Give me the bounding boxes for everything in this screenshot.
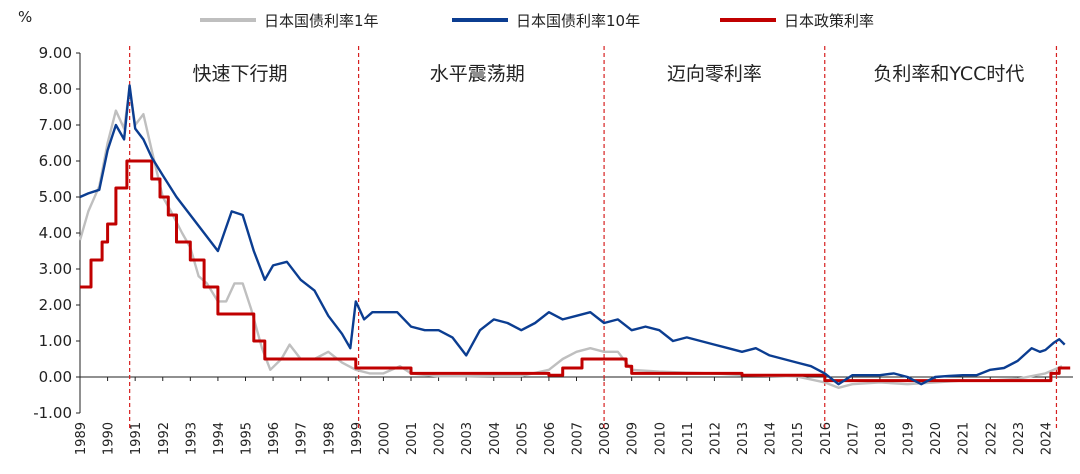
- y-tick-label: -1.00: [33, 404, 72, 422]
- x-tick-label: 1996: [267, 422, 282, 455]
- period-label: 水平震荡期: [430, 63, 525, 85]
- x-tick-label: 1997: [295, 422, 310, 455]
- x-tick-label: 2023: [1012, 422, 1027, 455]
- x-tick-label: 2011: [681, 422, 696, 455]
- x-tick-label: 2012: [708, 422, 723, 455]
- x-tick-label: 1991: [129, 422, 144, 455]
- legend-label-0: 日本国债利率1年: [264, 12, 379, 30]
- x-tick-label: 1999: [350, 422, 365, 455]
- y-tick-label: 9.00: [39, 44, 72, 62]
- x-tick-label: 2022: [984, 422, 999, 455]
- x-tick-label: 2004: [488, 422, 503, 455]
- x-tick-label: 2005: [515, 422, 530, 455]
- x-tick-label: 2001: [405, 422, 420, 455]
- x-tick-label: 2003: [460, 422, 475, 455]
- series-lines: [78, 84, 1071, 389]
- y-tick-label: 1.00: [39, 332, 72, 350]
- x-tick-label: 2010: [653, 422, 668, 455]
- x-tick-label: 2002: [433, 422, 448, 455]
- legend: 日本国债利率1年 日本国债利率10年 日本政策利率: [200, 12, 874, 30]
- y-tick-label: 6.00: [39, 152, 72, 170]
- x-axis: 1989 1990 1991 1992 1993 1994 1995 1996 1997 1998…: [74, 377, 1054, 455]
- x-tick-label: 2000: [377, 422, 392, 455]
- x-tick-label: 1989: [74, 422, 89, 455]
- x-tick-label: 1995: [240, 422, 255, 455]
- x-tick-label: 2008: [598, 422, 613, 455]
- x-tick-label: 1993: [184, 422, 199, 455]
- period-labels: 快速下行期 水平震荡期 迈向零利率 负利率和YCC时代: [192, 63, 1024, 85]
- y-tick-label: 2.00: [39, 296, 72, 314]
- y-tick-label: 5.00: [39, 188, 72, 206]
- period-label: 迈向零利率: [667, 63, 762, 85]
- y-tick-label: 3.00: [39, 260, 72, 278]
- y-tick-label: 4.00: [39, 224, 72, 242]
- x-tick-label: 2006: [543, 422, 558, 455]
- x-tick-label: 2007: [571, 422, 586, 455]
- y-tick-label: 8.00: [39, 80, 72, 98]
- x-tick-label: 1990: [102, 422, 117, 455]
- series-line-1: [79, 84, 1066, 386]
- axis-lines: [79, 53, 1073, 413]
- x-tick-label: 2013: [736, 422, 751, 455]
- x-tick-label: 2021: [957, 422, 972, 455]
- legend-label-2: 日本政策利率: [784, 12, 874, 30]
- x-tick-label: 2018: [874, 422, 889, 455]
- period-label: 快速下行期: [192, 63, 287, 85]
- legend-label-1: 日本国债利率10年: [516, 12, 640, 30]
- x-tick-label: 2024: [1039, 422, 1054, 455]
- period-dividers: [129, 46, 1058, 428]
- x-tick-label: 2009: [626, 422, 641, 455]
- x-tick-label: 2015: [791, 422, 806, 455]
- period-label: 负利率和YCC时代: [873, 63, 1024, 85]
- y-unit-label: %: [18, 8, 32, 26]
- x-tick-label: 2014: [764, 422, 779, 455]
- y-axis: 9.00 8.00 7.00 6.00 5.00 4.00 3.00 2.00 1.00 0.00…: [33, 44, 80, 422]
- series-line-2: [80, 159, 1071, 383]
- x-tick-label: 2020: [929, 422, 944, 455]
- x-tick-label: 1998: [322, 422, 337, 455]
- x-tick-label: 1994: [212, 422, 227, 455]
- y-tick-label: 0.00: [39, 368, 72, 386]
- x-tick-label: 2019: [902, 422, 917, 455]
- series-line-0: [78, 87, 1063, 389]
- x-tick-label: 2017: [846, 422, 861, 455]
- x-tick-label: 1992: [157, 422, 172, 455]
- x-tick-label: 2016: [819, 422, 834, 455]
- y-tick-label: 7.00: [39, 116, 72, 134]
